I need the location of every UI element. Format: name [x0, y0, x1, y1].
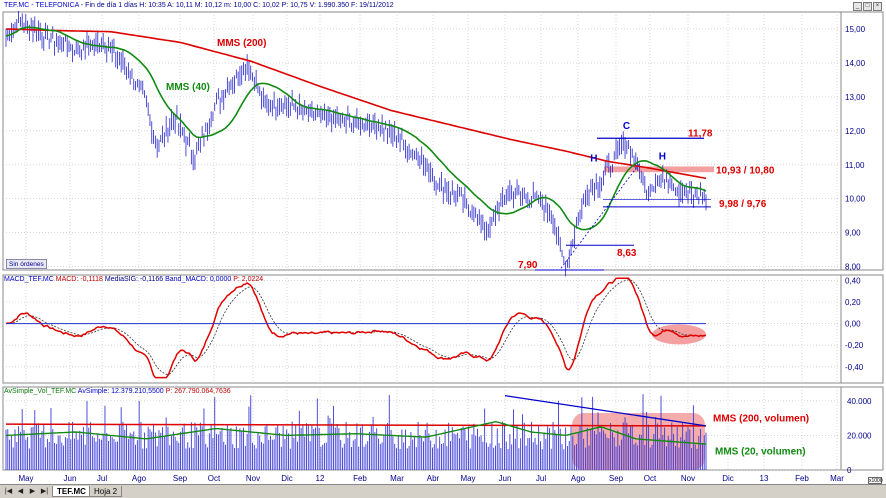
window-title: TEF.MC - TELEFONICA - Fin de día 1 días …: [4, 2, 394, 9]
trend-line: [560, 162, 641, 269]
tab-tef-mc[interactable]: TEF.MC: [52, 486, 91, 497]
vol-ma20-line: [5, 420, 707, 445]
close-icon[interactable]: ×: [873, 2, 882, 11]
volume-header: AvSimple_Vol_TEF.MC AvSimple: 12.379.210…: [4, 388, 231, 398]
volume-highlight: [572, 412, 705, 470]
volume-name: AvSimple_Vol_TEF.MC: [4, 388, 77, 395]
x-tick-label: Ago: [132, 474, 147, 483]
x-tick-label: Feb: [353, 474, 367, 483]
x-tick-label: May: [18, 474, 33, 483]
volume-y-tick: 40.000: [847, 397, 872, 406]
x-tick-label: Jul: [536, 474, 546, 483]
x-tick-label: Nov: [681, 474, 695, 483]
x-tick-label: Abr: [427, 474, 440, 483]
price-y-tick: 8,00: [845, 263, 861, 272]
macd-highlight: [652, 324, 706, 345]
macd-signal-value: MediaSIG: -0,1166: [104, 276, 164, 283]
price-y-tick: 14,00: [845, 59, 866, 68]
macd-y-tick: 0,20: [845, 298, 861, 307]
x-tick-label: Dic: [722, 474, 734, 483]
ma40-label: MMS (40): [166, 82, 210, 93]
x-tick-label: 13: [760, 474, 769, 483]
x-tick-label: Mar: [390, 474, 404, 483]
ma200-label: MMS (200): [217, 38, 266, 49]
level-11-78-label: 11,78: [688, 128, 713, 139]
level-7-90-label: 7,90: [518, 260, 538, 271]
volume-av-value: AvSimple: 12.379.210,5500: [77, 388, 164, 395]
x-tick-label: Ago: [571, 474, 586, 483]
volume-p-value: P: 267.790.064,7636: [165, 388, 231, 395]
macd-y-tick: -0,20: [845, 341, 864, 350]
x-tick-label: Dic: [281, 474, 293, 483]
next-sheet-icon[interactable]: ▶: [29, 488, 36, 495]
quote-info: Fin de día 1 días H: 10:35 A: 10,11 M: 1…: [85, 2, 394, 9]
macd-axis-bg: [840, 274, 884, 384]
volume-scale-box: x1000: [868, 477, 883, 484]
price-panel-frame: [2, 11, 842, 271]
left-shoulder-label: H: [590, 153, 597, 164]
macd-p-value: P: 2,0224: [233, 276, 264, 283]
x-tick-label: Oct: [644, 474, 657, 483]
last-sheet-icon[interactable]: ▶|: [40, 488, 49, 495]
maximize-icon[interactable]: □: [863, 2, 872, 11]
price-y-tick: 10,00: [845, 195, 866, 204]
vol-ma200-line: [5, 423, 707, 427]
volume-trend-line: [504, 395, 707, 427]
macd-y-tick: -0,40: [845, 363, 864, 372]
macd-header: MACD_TEF.MC MACD: -0,1118 MediaSIG: -0,1…: [4, 276, 263, 286]
price-y-tick: 13,00: [845, 93, 866, 102]
volume-axis-bg: [840, 386, 884, 471]
tab-hoja-2[interactable]: Hoja 2: [89, 486, 123, 497]
level-8-63-label: 8,63: [617, 248, 637, 259]
window-controls: _ □ ×: [853, 2, 882, 11]
volume-y-tick: 20.000: [847, 431, 872, 440]
x-tick-label: Jun: [499, 474, 512, 483]
sheet-tab-bar: |◀ ◀ ▶ ▶| TEF.MC Hoja 2: [0, 484, 886, 498]
orders-badge: Sin órdenes: [6, 259, 47, 269]
ma200-line: [5, 28, 707, 180]
price-y-tick: 15,00: [845, 25, 866, 34]
x-tick-label: Oct: [208, 474, 221, 483]
x-tick-label: Sep: [609, 474, 624, 483]
x-tick-label: Feb: [795, 474, 809, 483]
price-y-tick: 9,00: [845, 229, 861, 238]
macd-value: MACD: -0,1118: [55, 276, 103, 283]
macd-y-tick: 0,00: [845, 320, 861, 329]
price-axis-bg: [840, 11, 884, 271]
x-tick-label: Mar: [830, 474, 844, 483]
x-tick-label: 12: [316, 474, 325, 483]
macd-y-tick: 0,40: [845, 276, 861, 285]
right-shoulder-label: H: [659, 152, 666, 163]
first-sheet-icon[interactable]: |◀: [4, 488, 13, 495]
macd-band-value: Band_MACD: 0,0000: [165, 276, 232, 283]
volume-y-tick: 0: [847, 466, 852, 475]
price-y-tick: 12,00: [845, 127, 866, 136]
price-y-tick: 11,00: [845, 161, 865, 170]
macd-name: MACD_TEF.MC: [4, 276, 54, 283]
ticker-title: TEF.MC - TELEFONICA: [4, 2, 79, 9]
minimize-icon[interactable]: _: [853, 2, 862, 11]
x-tick-label: May: [460, 474, 475, 483]
x-tick-label: Jun: [64, 474, 77, 483]
x-tick-label: Jul: [97, 474, 107, 483]
x-tick-label: Sep: [173, 474, 188, 483]
level-10-93-label: 10,93 / 10,80: [716, 166, 775, 177]
macd-panel-frame: [2, 274, 842, 384]
macd-line: [5, 277, 706, 379]
level-9-98-label: 9,98 / 9,76: [719, 199, 767, 210]
vol-ma20-label: MMS (20, volumen): [715, 446, 806, 457]
head-label: C: [623, 121, 630, 132]
prev-sheet-icon[interactable]: ◀: [17, 488, 24, 495]
ma40-line: [5, 26, 707, 231]
vol-ma200-label: MMS (200, volumen): [713, 414, 809, 425]
x-tick-label: Nov: [246, 474, 260, 483]
